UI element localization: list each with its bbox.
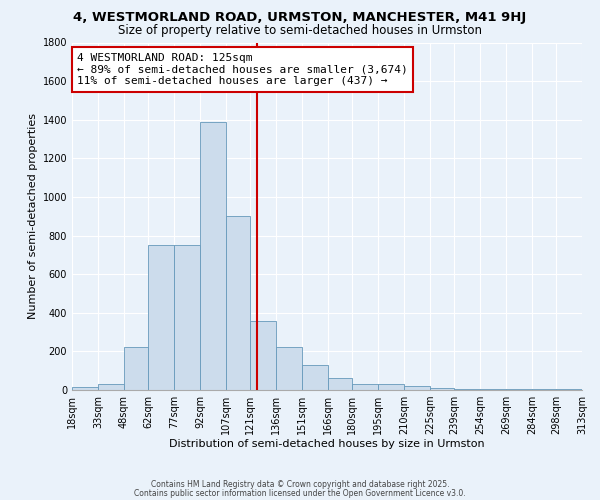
Bar xyxy=(226,216,250,390)
Bar xyxy=(200,122,226,390)
Bar xyxy=(506,389,532,390)
Y-axis label: Number of semi-detached properties: Number of semi-detached properties xyxy=(28,114,38,320)
Bar xyxy=(328,378,352,390)
Bar xyxy=(250,320,276,390)
Bar xyxy=(148,245,174,390)
Bar xyxy=(480,389,506,390)
Bar xyxy=(454,389,480,390)
Text: Contains HM Land Registry data © Crown copyright and database right 2025.: Contains HM Land Registry data © Crown c… xyxy=(151,480,449,489)
Bar xyxy=(352,384,378,390)
Text: Contains public sector information licensed under the Open Government Licence v3: Contains public sector information licen… xyxy=(134,488,466,498)
X-axis label: Distribution of semi-detached houses by size in Urmston: Distribution of semi-detached houses by … xyxy=(169,438,485,448)
Text: 4, WESTMORLAND ROAD, URMSTON, MANCHESTER, M41 9HJ: 4, WESTMORLAND ROAD, URMSTON, MANCHESTER… xyxy=(73,12,527,24)
Bar xyxy=(430,388,454,390)
Bar xyxy=(378,384,404,390)
Bar xyxy=(302,365,328,390)
Text: 4 WESTMORLAND ROAD: 125sqm
← 89% of semi-detached houses are smaller (3,674)
11%: 4 WESTMORLAND ROAD: 125sqm ← 89% of semi… xyxy=(77,53,408,86)
Bar xyxy=(174,245,200,390)
Bar xyxy=(404,386,430,390)
Text: Size of property relative to semi-detached houses in Urmston: Size of property relative to semi-detach… xyxy=(118,24,482,37)
Bar xyxy=(124,346,148,390)
Bar xyxy=(532,389,556,390)
Bar xyxy=(98,384,124,390)
Bar xyxy=(72,387,98,390)
Bar xyxy=(556,389,582,390)
Bar xyxy=(276,346,302,390)
